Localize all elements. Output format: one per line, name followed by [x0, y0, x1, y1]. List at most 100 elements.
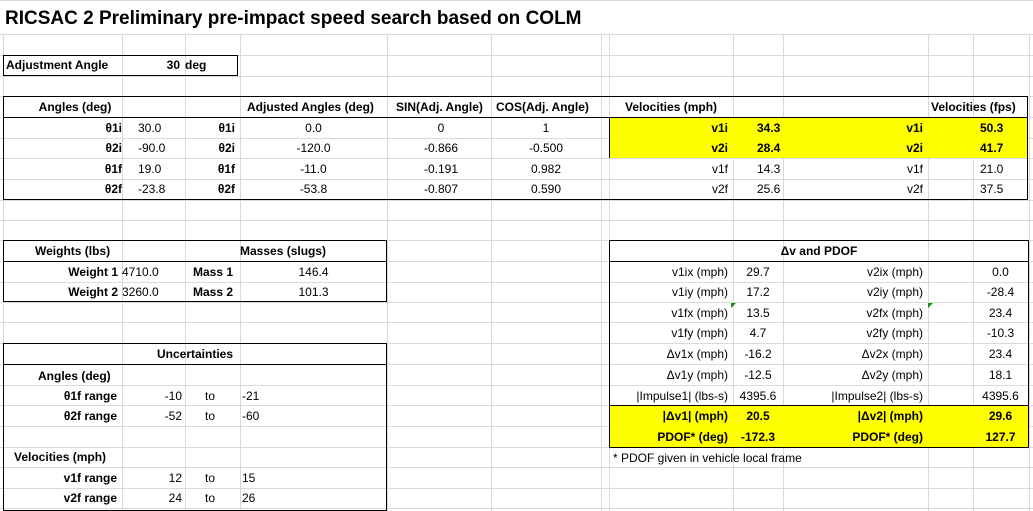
cos-value[interactable]: 0.982	[530, 162, 562, 176]
sin-value[interactable]: -0.807	[423, 182, 459, 196]
pdof-row-label: |Δv2| (mph)	[857, 409, 923, 423]
pdof-row-label: |Impulse1| (lbs-s)	[636, 389, 728, 403]
pdof-row-value[interactable]: -28.4	[986, 285, 1015, 299]
uncertainty-range-to[interactable]: 15	[242, 471, 256, 485]
pdof-row-value[interactable]: 4395.6	[982, 389, 1019, 403]
uncertainty-range-to[interactable]: -21	[242, 389, 260, 403]
pdof-row-label: v2iy (mph)	[866, 285, 923, 299]
pdof-row-value[interactable]: 13.5	[746, 306, 770, 320]
mass-value[interactable]: 101.3	[298, 285, 329, 299]
uncertainty-range-to[interactable]: -60	[242, 409, 260, 423]
velocity-mph-value[interactable]: 14.3	[757, 162, 781, 176]
sin-value[interactable]: -0.866	[423, 141, 459, 155]
velocity-mph-value[interactable]: 25.6	[757, 182, 781, 196]
pdof-row-value[interactable]: 4395.6	[739, 389, 777, 403]
adjusted-angle-value[interactable]: -11.0	[300, 162, 327, 176]
pdof-row-value[interactable]: 0.0	[992, 265, 1009, 279]
adjusted-angle-value[interactable]: 0.0	[305, 121, 322, 135]
velocity-fps-value[interactable]: 41.7	[980, 141, 1004, 155]
pdof-row-value[interactable]: -172.3	[740, 430, 776, 444]
velocity-mph-value[interactable]: 34.3	[757, 121, 781, 135]
weights-header: Weights (lbs)	[35, 244, 111, 258]
pdof-row-value[interactable]: 17.2	[746, 285, 770, 299]
pdof-row-label: Δv2x (mph)	[861, 347, 923, 361]
cos-value[interactable]: -0.500	[528, 141, 564, 155]
pdof-row-value[interactable]: 18.1	[988, 368, 1013, 382]
adjustment-angle-value[interactable]: 30	[166, 58, 180, 72]
velocity-mph-value[interactable]: 28.4	[757, 141, 781, 155]
uncertainty-range-from[interactable]: 12	[168, 471, 182, 485]
pdof-row-label: |Impulse2| (lbs-s)	[831, 389, 923, 403]
mass-label: Mass 2	[193, 285, 234, 299]
uncertainty-angles-label: Angles (deg)	[38, 369, 111, 383]
pdof-row-value[interactable]: 29.7	[746, 265, 770, 279]
velocity-fps-value[interactable]: 37.5	[980, 182, 1004, 196]
mass-value[interactable]: 146.4	[298, 265, 329, 279]
pdof-row-label: |Δv1| (mph)	[662, 409, 728, 423]
weight-value[interactable]: 4710.0	[122, 265, 159, 279]
pdof-row-value[interactable]: 23.4	[988, 306, 1013, 320]
angle-value[interactable]: -23.8	[138, 182, 166, 196]
weight-label: Weight 1	[68, 265, 118, 279]
sin-value[interactable]: 0	[437, 121, 445, 135]
adjustment-angle-unit: deg	[185, 58, 207, 72]
uncertainties-header: Uncertainties	[156, 347, 234, 361]
weights-header-divider	[3, 261, 387, 262]
velocities-mph-header: Velocities (mph)	[625, 100, 718, 114]
adjusted-angles-header: Adjusted Angles (deg)	[247, 100, 374, 114]
adjusted-angle-label: θ1i	[218, 121, 236, 135]
pdof-row-value[interactable]: 29.6	[988, 409, 1013, 423]
velocity-mph-label: v2f	[711, 182, 728, 196]
angle-label: θ1f	[104, 162, 122, 176]
angle-label: θ2i	[105, 141, 123, 155]
angle-label: θ2f	[104, 182, 122, 196]
uncertainty-range-from[interactable]: -10	[164, 389, 182, 403]
angle-value[interactable]: -90.0	[138, 141, 166, 155]
pdof-row-value[interactable]: 23.4	[988, 347, 1013, 361]
results-highlight	[610, 406, 1028, 447]
angle-value[interactable]: 19.0	[138, 162, 162, 176]
angles-header: Angles (deg)	[38, 100, 112, 114]
adjusted-angle-value[interactable]: -53.8	[299, 182, 328, 196]
pdof-row-value[interactable]: 20.5	[746, 409, 770, 423]
velocity-mph-label: v2i	[711, 141, 728, 155]
uncertainty-range-from[interactable]: 24	[168, 491, 182, 505]
dv-pdof-table	[609, 240, 1029, 448]
pdof-row-label: v1iy (mph)	[671, 285, 728, 299]
cos-value[interactable]: 0.590	[530, 182, 562, 196]
angles-header-divider	[3, 117, 1028, 118]
uncertainty-range-to[interactable]: 26	[242, 491, 256, 505]
pdof-row-value[interactable]: -16.2	[744, 347, 772, 361]
angles-velocity-divider	[609, 117, 610, 158]
velocity-fps-value[interactable]: 50.3	[980, 121, 1004, 135]
pdof-row-label: Δv1y (mph)	[666, 368, 728, 382]
angle-label: θ1i	[105, 121, 123, 135]
velocity-mph-label: v1i	[711, 121, 728, 135]
pdof-row-value[interactable]: 127.7	[985, 430, 1016, 444]
adjusted-angle-label: θ1f	[217, 162, 235, 176]
velocity-fps-value[interactable]: 21.0	[980, 162, 1004, 176]
pdof-row-label: v1fx (mph)	[671, 306, 728, 320]
uncertainty-range-from[interactable]: -52	[164, 409, 182, 423]
pdof-row-value[interactable]: -12.5	[744, 368, 772, 382]
pdof-row-label: v2fx (mph)	[866, 306, 923, 320]
pdof-row-label: Δv1x (mph)	[666, 347, 728, 361]
pdof-row-label: PDOF* (deg)	[852, 430, 923, 444]
dv-pdof-header: Δv and PDOF	[780, 244, 858, 258]
adjusted-angle-value[interactable]: -120.0	[296, 141, 331, 155]
cos-value[interactable]: 1	[542, 121, 550, 135]
uncertainty-range-to-word: to	[204, 471, 215, 485]
uncertainty-range-to-word: to	[204, 409, 215, 423]
sin-value[interactable]: -0.191	[423, 162, 459, 176]
comment-marker-icon	[928, 303, 933, 308]
pdof-row-value[interactable]: 4.7	[749, 326, 767, 340]
pdof-row-value[interactable]: -10.3	[986, 326, 1015, 340]
angle-value[interactable]: 30.0	[138, 121, 162, 135]
uncertainty-range-to-word: to	[204, 389, 215, 403]
velocity-fps-label: v1i	[906, 121, 923, 135]
weight-value[interactable]: 3260.0	[122, 285, 159, 299]
weights-table	[3, 240, 387, 302]
masses-header: Masses (slugs)	[240, 244, 327, 258]
angles-velocities-table	[3, 96, 1028, 200]
pdof-results-divider	[609, 405, 1029, 406]
